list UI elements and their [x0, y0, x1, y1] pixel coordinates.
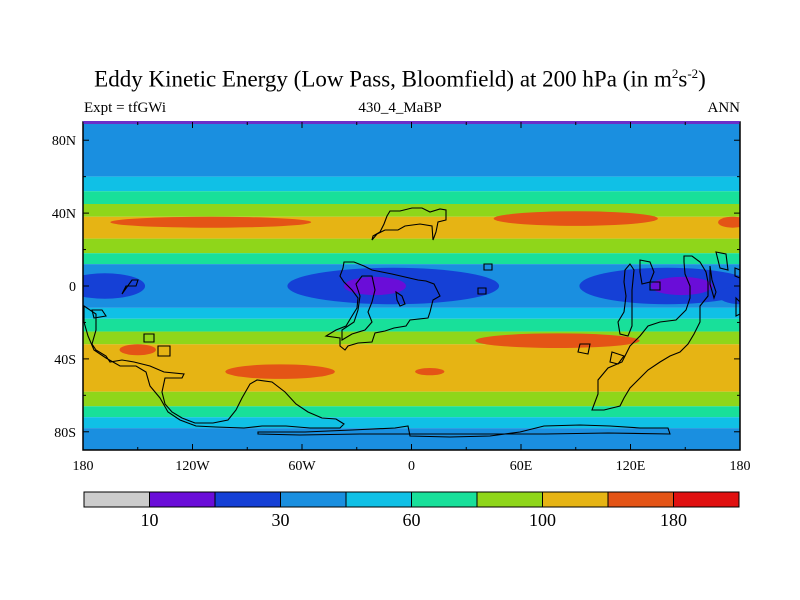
- zonal-band-9: [83, 318, 740, 332]
- chart-title: Eddy Kinetic Energy (Low Pass, Bloomfiel…: [94, 66, 706, 92]
- zonal-band-11: [83, 344, 740, 392]
- y-axis: 80N 40N 0 40S 80S: [52, 134, 740, 441]
- coastline-philippines: [639, 259, 661, 291]
- coastline-indonesia: [577, 343, 625, 365]
- contour-feature-6: [415, 368, 445, 376]
- colorbar-box-5: [411, 491, 478, 508]
- coastline-pacific-edge: [734, 267, 740, 317]
- contour-feature-1: [493, 211, 658, 226]
- colorbar-label: 30: [272, 510, 290, 530]
- colorbar-box-3: [280, 491, 347, 508]
- colorbar-box-9: [673, 491, 740, 508]
- zonal-band-13: [83, 406, 740, 418]
- contour-feature-10: [650, 276, 713, 296]
- colorbar-label: 100: [529, 510, 556, 530]
- zonal-band-8: [83, 307, 740, 319]
- y-tick-label: 40N: [52, 207, 76, 222]
- coastline-north-africa: [371, 207, 447, 241]
- contour-feature-12: [718, 286, 740, 305]
- coastline-southeast-asia: [591, 255, 709, 411]
- coastlines: [83, 207, 740, 438]
- coastline-arabia: [395, 290, 406, 307]
- zonal-band-14: [83, 417, 740, 429]
- coastline-japan: [709, 251, 729, 300]
- zonal-band-12: [83, 391, 740, 407]
- contour-feature-2: [718, 216, 740, 228]
- colorbar-label: 10: [141, 510, 159, 530]
- contour-feature-0: [110, 216, 312, 228]
- x-tick-label: 120W: [175, 459, 210, 474]
- coastline-pacific-islands: [143, 333, 171, 357]
- y-tick-label: 80S: [54, 426, 76, 441]
- contour-feature-3: [475, 333, 640, 348]
- colorbar: 10 30 60 100 180: [83, 491, 740, 530]
- contour-feature-5: [225, 364, 335, 379]
- colorbar-label: 180: [660, 510, 687, 530]
- colorbar-label: 60: [403, 510, 421, 530]
- colorbar-box-2: [214, 491, 281, 508]
- run-label: 430_4_MaBP: [358, 100, 442, 116]
- coastline-small-islands: [477, 263, 493, 295]
- zonal-band-2: [83, 191, 740, 204]
- zonal-band-5: [83, 238, 740, 254]
- experiment-label: Expt = tfGWi: [84, 100, 167, 116]
- y-tick-label: 80N: [52, 134, 76, 149]
- zonal-band-1: [83, 176, 740, 192]
- x-tick-label: 180: [730, 459, 751, 474]
- coastline-antarctica: [257, 424, 671, 438]
- x-tick-label: 180: [73, 459, 94, 474]
- contour-feature-8: [343, 276, 407, 296]
- x-tick-label: 120E: [616, 459, 646, 474]
- x-tick-label: 60W: [288, 459, 316, 474]
- coastline-africa: [324, 261, 441, 351]
- coastline-africa-inner: [341, 275, 376, 341]
- zonal-band-0: [83, 122, 740, 177]
- colorbar-box-1: [149, 491, 216, 508]
- zonal-band-6: [83, 253, 740, 265]
- coastline-americas-east: [91, 279, 139, 319]
- coastline-indochina: [617, 263, 635, 337]
- colorbar-box-0: [83, 491, 150, 508]
- y-tick-label: 0: [69, 280, 76, 295]
- colorbar-box-4: [345, 491, 412, 508]
- x-tick-label: 0: [408, 459, 415, 474]
- colorbar-box-7: [542, 491, 609, 508]
- coastline-south-america: [83, 304, 345, 429]
- colorbar-box-8: [607, 491, 674, 508]
- season-label: ANN: [707, 100, 741, 116]
- x-axis: 180 120W 60W 0 60E 120E 180: [73, 122, 751, 474]
- contour-feature-4: [119, 344, 156, 356]
- x-tick-label: 60E: [510, 459, 533, 474]
- colorbar-box-6: [476, 491, 543, 508]
- y-tick-label: 40S: [54, 353, 76, 368]
- map-plot: [83, 122, 740, 450]
- contour-feature-11: [83, 273, 146, 299]
